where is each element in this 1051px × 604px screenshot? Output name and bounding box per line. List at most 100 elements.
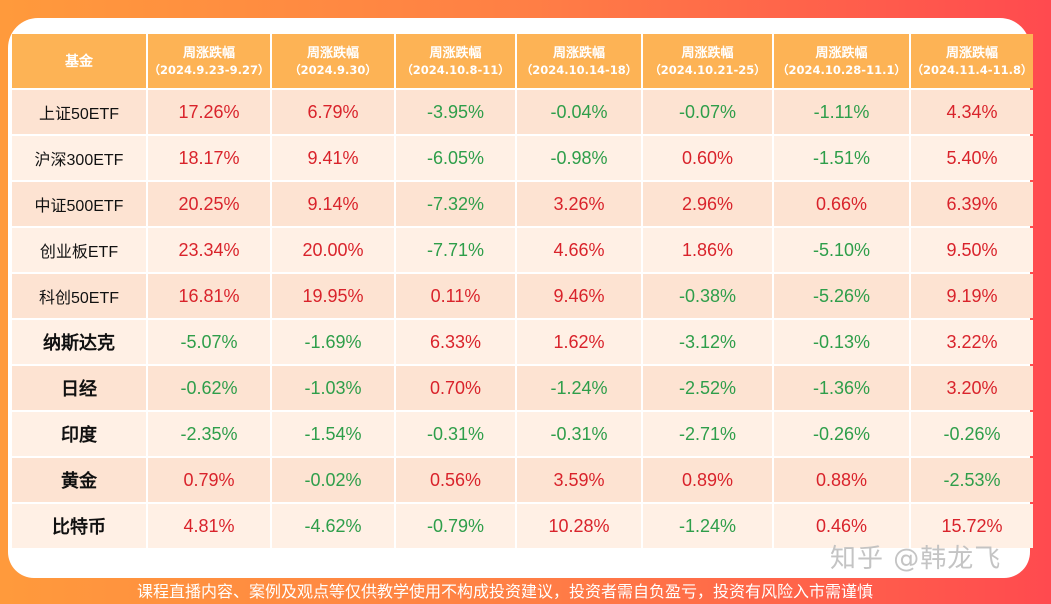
return-value: -0.07% [643, 90, 772, 134]
table-row: 日经 -0.62% -1.03% 0.70% -1.24% -2.52% -1.36% 3.2… [12, 366, 1033, 410]
table-row: 上证50ETF 17.26% 6.79% -3.95% -0.04% -0.07% -1.1… [12, 90, 1033, 134]
fund-name: 印度 [12, 412, 146, 456]
table-row: 科创50ETF 16.81% 19.95% 0.11% 9.46% -0.38% -5.26… [12, 274, 1033, 318]
return-value: 15.72% [911, 504, 1033, 548]
table-row: 创业板ETF 23.34% 20.00% -7.71% 4.66% 1.86% -5.10%… [12, 228, 1033, 272]
return-value: 3.26% [517, 182, 641, 226]
return-value: -6.05% [396, 136, 515, 180]
return-value: 3.22% [911, 320, 1033, 364]
disclaimer-text: 课程直播内容、案例及观点等仅供教学使用不构成投资建议，投资者需自负盈亏，投资有风… [136, 582, 873, 601]
return-value: 9.50% [911, 228, 1033, 272]
return-value: 4.66% [517, 228, 641, 272]
return-value: 3.59% [517, 458, 641, 502]
return-value: -7.32% [396, 182, 515, 226]
return-value: 6.79% [272, 90, 394, 134]
column-title: 周涨跌幅 [182, 45, 235, 61]
return-value: -1.36% [774, 366, 909, 410]
return-value: -1.24% [517, 366, 641, 410]
column-period: （2024.9.30） [289, 62, 377, 77]
column-title: 周涨跌幅 [681, 45, 734, 61]
return-value: 9.19% [911, 274, 1033, 318]
period-column-header: 周涨跌幅 （2024.10.28-11.1） [774, 34, 909, 88]
fund-name: 中证500ETF [12, 182, 146, 226]
return-value: -0.31% [517, 412, 641, 456]
fund-name: 纳斯达克 [12, 320, 146, 364]
return-value: -0.02% [272, 458, 394, 502]
fund-name: 创业板ETF [12, 228, 146, 272]
column-period: （2024.9.23-9.27） [148, 62, 270, 77]
return-value: -2.35% [148, 412, 270, 456]
return-value: -1.11% [774, 90, 909, 134]
return-value: -4.62% [272, 504, 394, 548]
period-column-header: 周涨跌幅 （2024.10.8-11） [396, 34, 515, 88]
return-value: 16.81% [148, 274, 270, 318]
table-row: 纳斯达克 -5.07% -1.69% 6.33% 1.62% -3.12% -0.13% 3.… [12, 320, 1033, 364]
return-value: 0.70% [396, 366, 515, 410]
period-column-header: 周涨跌幅 （2024.11.4-11.8） [911, 34, 1033, 88]
return-value: -1.54% [272, 412, 394, 456]
table-row: 黄金 0.79% -0.02% 0.56% 3.59% 0.89% 0.88% -2.53% [12, 458, 1033, 502]
return-value: -0.79% [396, 504, 515, 548]
return-value: -1.03% [272, 366, 394, 410]
return-value: -3.12% [643, 320, 772, 364]
return-value: 0.66% [774, 182, 909, 226]
return-value: -0.62% [148, 366, 270, 410]
column-period: （2024.10.21-25） [649, 62, 766, 77]
return-value: 0.79% [148, 458, 270, 502]
column-title: 周涨跌幅 [815, 45, 868, 61]
return-value: 10.28% [517, 504, 641, 548]
return-value: 5.40% [911, 136, 1033, 180]
column-title: 周涨跌幅 [552, 45, 605, 61]
return-value: 0.89% [643, 458, 772, 502]
return-value: -3.95% [396, 90, 515, 134]
period-column-header: 周涨跌幅 （2024.10.21-25） [643, 34, 772, 88]
return-value: -1.24% [643, 504, 772, 548]
return-value: 23.34% [148, 228, 270, 272]
fund-name: 日经 [12, 366, 146, 410]
return-value: -7.71% [396, 228, 515, 272]
return-value: 0.88% [774, 458, 909, 502]
return-value: 0.11% [396, 274, 515, 318]
return-value: -5.10% [774, 228, 909, 272]
return-value: -5.07% [148, 320, 270, 364]
period-column-header: 周涨跌幅 （2024.9.30） [272, 34, 394, 88]
fund-name: 沪深300ETF [12, 136, 146, 180]
return-value: -0.26% [911, 412, 1033, 456]
return-value: 20.25% [148, 182, 270, 226]
watermark: 知乎 @韩龙飞 [830, 544, 1002, 574]
weekly-returns-table: 基金 周涨跌幅 （2024.9.23-9.27） 周涨跌幅 （2024.9.30） 周涨… [10, 32, 1035, 550]
return-value: -2.71% [643, 412, 772, 456]
return-value: 6.39% [911, 182, 1033, 226]
column-period: （2024.10.28-11.1） [777, 62, 906, 77]
return-value: -2.52% [643, 366, 772, 410]
return-value: -5.26% [774, 274, 909, 318]
return-value: 0.60% [643, 136, 772, 180]
fund-name: 黄金 [12, 458, 146, 502]
table-row: 中证500ETF 20.25% 9.14% -7.32% 3.26% 2.96% 0.66%… [12, 182, 1033, 226]
column-period: （2024.11.4-11.8） [911, 62, 1033, 77]
column-title: 周涨跌幅 [429, 45, 482, 61]
return-value: 17.26% [148, 90, 270, 134]
return-value: 4.81% [148, 504, 270, 548]
return-value: -1.51% [774, 136, 909, 180]
fund-name: 科创50ETF [12, 274, 146, 318]
return-value: 0.56% [396, 458, 515, 502]
period-column-header: 周涨跌幅 （2024.10.14-18） [517, 34, 641, 88]
return-value: -0.04% [517, 90, 641, 134]
return-value: 0.46% [774, 504, 909, 548]
return-value: -0.13% [774, 320, 909, 364]
period-column-header: 周涨跌幅 （2024.9.23-9.27） [148, 34, 270, 88]
return-value: -0.26% [774, 412, 909, 456]
return-value: -0.98% [517, 136, 641, 180]
return-value: 1.86% [643, 228, 772, 272]
return-value: -0.31% [396, 412, 515, 456]
table-row: 沪深300ETF 18.17% 9.41% -6.05% -0.98% 0.60% -1.5… [12, 136, 1033, 180]
return-value: 9.46% [517, 274, 641, 318]
return-value: 9.14% [272, 182, 394, 226]
return-value: -0.38% [643, 274, 772, 318]
table-row: 印度 -2.35% -1.54% -0.31% -0.31% -2.71% -0.26% -0… [12, 412, 1033, 456]
fund-name: 比特币 [12, 504, 146, 548]
return-value: 2.96% [643, 182, 772, 226]
return-value: 9.41% [272, 136, 394, 180]
column-title: 周涨跌幅 [306, 45, 359, 61]
